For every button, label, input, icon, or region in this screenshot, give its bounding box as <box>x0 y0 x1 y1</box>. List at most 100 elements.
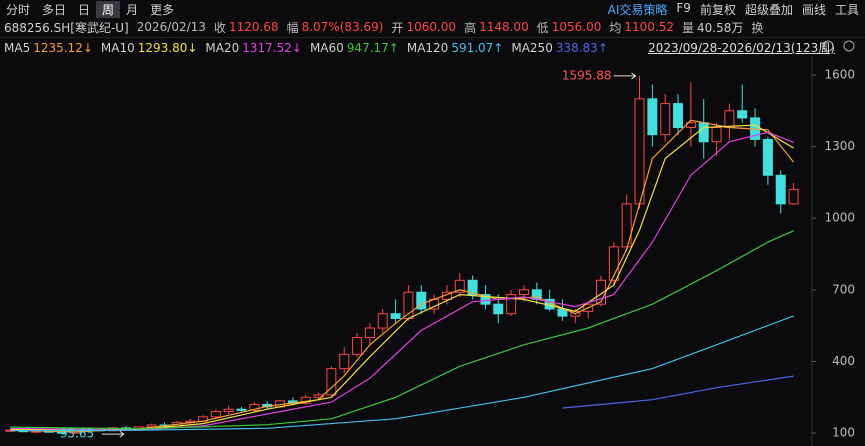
legend-value: 1317.52↓ <box>242 40 302 55</box>
candle-body <box>480 294 491 305</box>
quote-label: 换 <box>751 20 764 35</box>
ma-line <box>10 315 794 432</box>
low-annotation: 95.65 <box>60 427 94 441</box>
candle-body <box>711 126 722 143</box>
legend-item: MA60 947.17↑ <box>310 41 399 55</box>
tool-button[interactable]: 工具 <box>834 2 859 17</box>
date: 2026/02/13 <box>136 20 206 34</box>
candle-body <box>621 203 632 248</box>
tab[interactable]: 月 <box>126 2 139 17</box>
ma-line <box>10 124 794 431</box>
y-tick-label: 700 <box>832 282 855 296</box>
quote-value: 8.07%(83.69) <box>301 20 384 34</box>
quote-label: 低 <box>536 20 549 35</box>
quote-label: 高 <box>464 20 477 35</box>
legend-name: MA60 <box>309 40 344 55</box>
candle-body <box>223 408 234 413</box>
y-tick-label: 400 <box>832 354 855 368</box>
legend-item: MA5 1235.12↓ <box>4 41 93 55</box>
quote-label: 幅 <box>286 20 299 35</box>
quote-value: 1100.52 <box>624 20 674 34</box>
tool-button[interactable]: 超级叠加 <box>744 2 793 17</box>
y-tick-label: 1000 <box>824 211 855 225</box>
ma-legend: MA5 1235.12↓ MA10 1293.80↓ MA20 1317.52↓ MA60 9… <box>0 37 865 57</box>
candle-body <box>210 411 221 418</box>
tool-button[interactable]: 前复权 <box>699 2 736 17</box>
candle-body <box>339 353 350 370</box>
legend-value: 947.17↑ <box>346 40 399 55</box>
tab[interactable]: 分时 <box>6 2 31 17</box>
legend-name: MA20 <box>205 40 240 55</box>
candle-body <box>724 110 735 128</box>
candle-body <box>352 337 363 355</box>
tools: AI交易策略 F9 前复权 超级叠加 画线 工具 <box>608 1 865 18</box>
quote-label: 收 <box>213 20 226 35</box>
candle-body <box>390 313 401 319</box>
candle-body <box>416 291 427 310</box>
legend-value: 1293.80↓ <box>137 40 198 55</box>
legend-item: MA20 1317.52↓ <box>205 41 302 55</box>
candle-body <box>660 103 671 136</box>
legend-item: MA10 1293.80↓ <box>101 41 198 55</box>
legend-name: MA250 <box>511 40 553 55</box>
y-tick-label: 1600 <box>824 67 855 81</box>
quote-label: 量 <box>681 20 694 35</box>
candle-body <box>673 103 684 128</box>
quote-value: 40.58万 <box>697 20 744 35</box>
quote-bar: 688256.SH[寒武纪-U] 2026/02/13 收 1120.68 幅 8.07%… <box>0 18 865 36</box>
candle-body <box>634 98 645 205</box>
candle-body <box>737 110 748 119</box>
icon[interactable] <box>843 40 855 52</box>
quote-value: 1060.00 <box>406 20 457 34</box>
candle-body <box>493 303 504 315</box>
candle-body <box>557 308 568 317</box>
legend-item: MA120 591.07↑ <box>407 41 504 55</box>
tab[interactable]: 多日 <box>42 2 67 17</box>
quote-label: 开 <box>391 20 404 35</box>
high-annotation: 1595.88 <box>562 68 612 82</box>
y-tick-label: 1300 <box>824 139 855 153</box>
candle-body <box>762 138 773 176</box>
quote-value: 1120.68 <box>228 20 279 34</box>
annotation-arrow <box>101 430 125 438</box>
ma-line <box>562 375 794 409</box>
candle-body <box>608 246 619 281</box>
legend-item: MA250 338.83↑ <box>511 41 608 55</box>
legend-name: MA5 <box>4 40 31 55</box>
legend-name: MA120 <box>406 40 449 55</box>
candle-body <box>506 294 517 315</box>
candle-body <box>518 289 529 296</box>
legend-value: 591.07↑ <box>451 40 504 55</box>
candle-body <box>236 408 247 411</box>
legend-value: 338.83↑ <box>555 40 608 55</box>
quote-value: 1056.00 <box>551 20 602 34</box>
tool-button[interactable]: AI交易策略 <box>607 2 668 17</box>
candle-body <box>377 313 388 329</box>
candle-body <box>403 291 414 319</box>
candle-body <box>326 368 337 396</box>
tool-button[interactable]: F9 <box>676 0 691 15</box>
candle-body <box>775 174 786 205</box>
tab[interactable]: 更多 <box>150 2 175 17</box>
stock-code: 688256.SH[寒武纪-U] <box>4 20 129 35</box>
date-range[interactable]: 2023/09/28-2026/02/13(123周) <box>648 41 835 55</box>
tab[interactable]: 日 <box>78 2 91 17</box>
icon[interactable] <box>822 40 834 52</box>
quote-value: 1148.00 <box>479 20 529 34</box>
ma-line <box>10 119 795 433</box>
toolbar: 分时 多日日周月更多 AI交易策略 F9 前复权 超级叠加 画线 工具 <box>0 0 865 18</box>
candle-body <box>698 122 709 143</box>
candle-body <box>454 279 465 293</box>
candle-body <box>249 403 260 411</box>
tool-button[interactable]: 画线 <box>801 2 826 17</box>
candle-body <box>788 188 799 205</box>
ma-line <box>10 131 794 431</box>
y-tick-label: 100 <box>832 426 855 440</box>
quote-label: 均 <box>609 20 622 35</box>
candle-body <box>364 327 375 339</box>
ma-line <box>10 230 794 430</box>
tab[interactable]: 周 <box>96 0 121 18</box>
candle-body <box>467 279 478 296</box>
